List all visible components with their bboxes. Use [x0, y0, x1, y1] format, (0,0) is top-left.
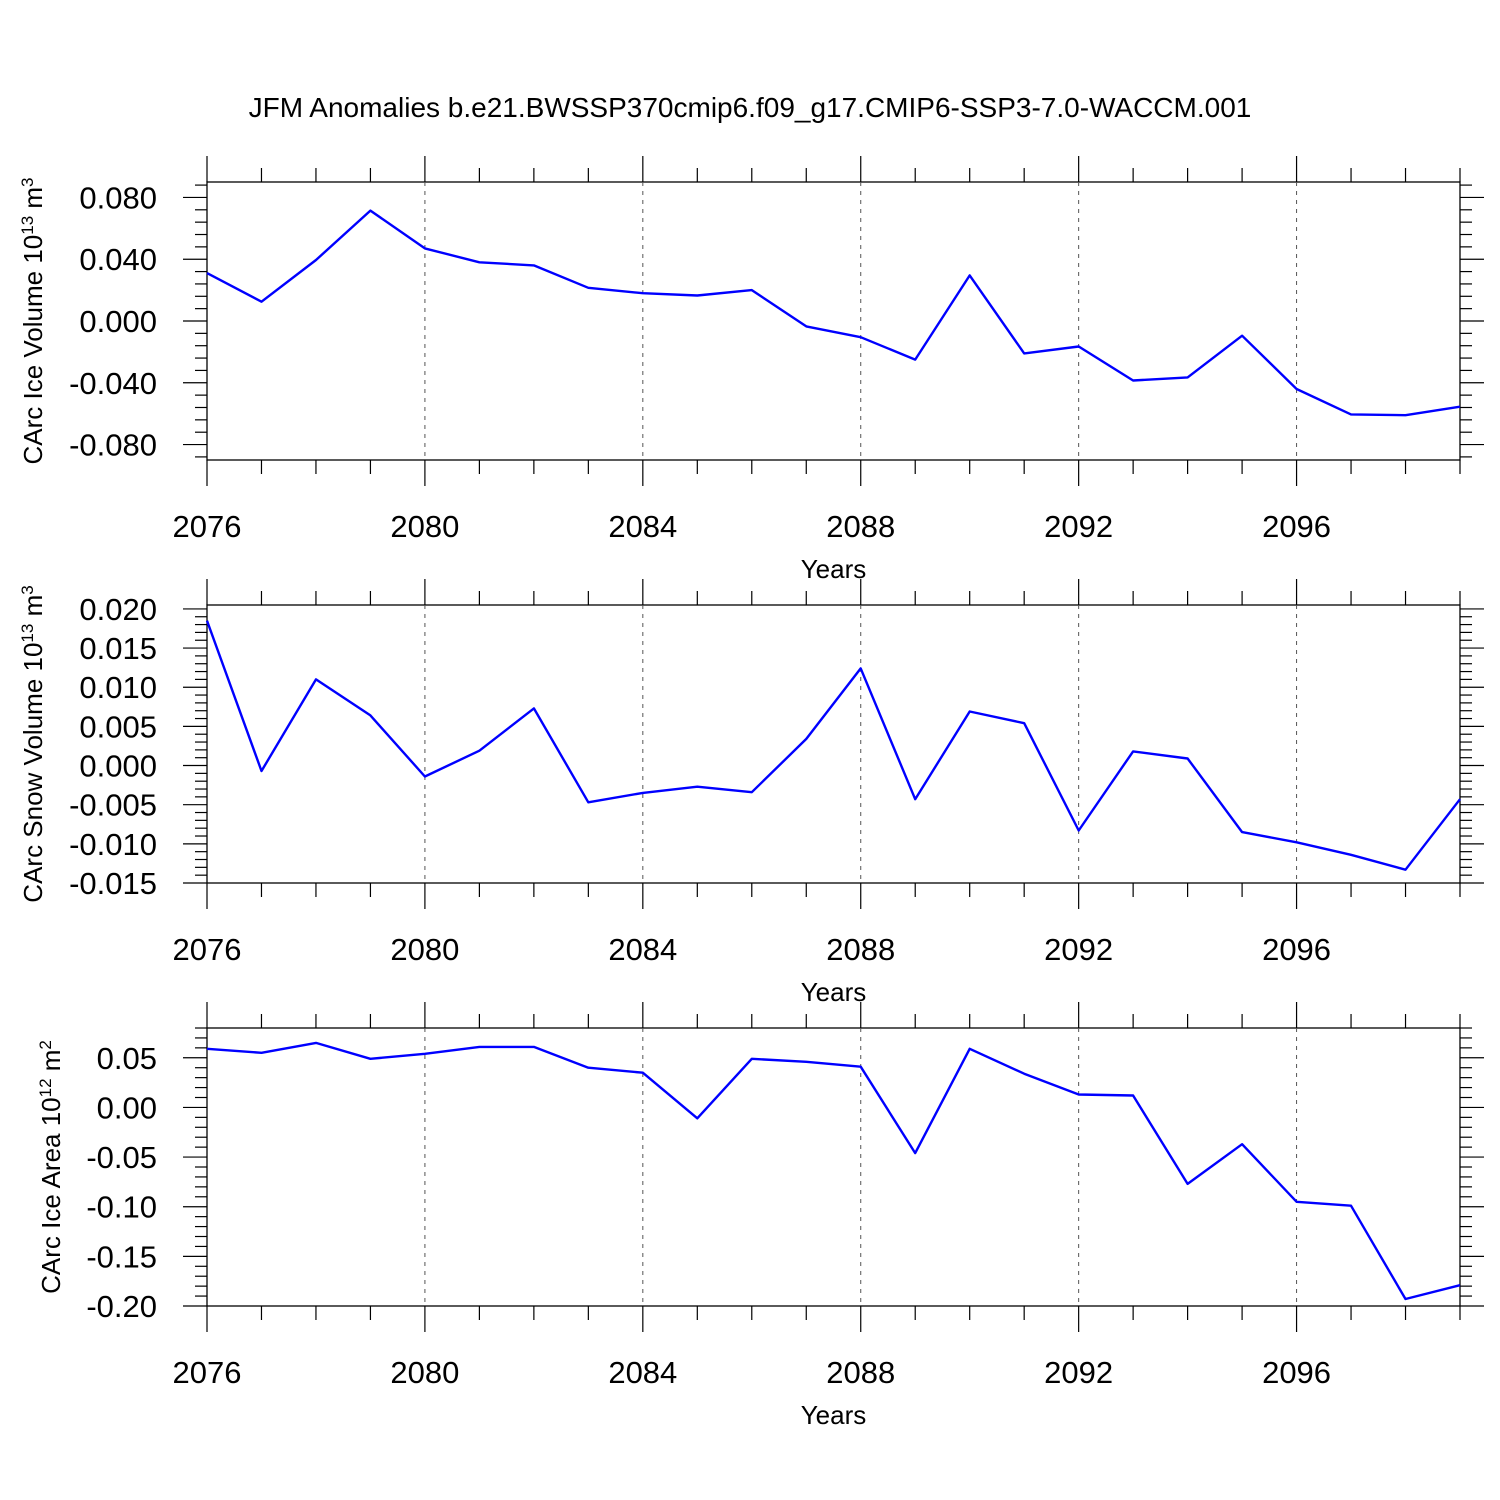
y-tick-label: 0.080	[79, 180, 157, 215]
x-tick-label: 2080	[390, 1355, 459, 1390]
plot-frame	[206, 181, 1461, 461]
series-line	[206, 209, 1461, 417]
y-tick-label: -0.040	[69, 366, 157, 401]
x-tick-label: 2092	[1044, 509, 1113, 544]
y-axis-title: CArc Snow Volume 1013 m3	[18, 585, 48, 902]
x-tick-label: 2080	[390, 509, 459, 544]
y-tick-label: -0.010	[69, 827, 157, 862]
y-tick-label: -0.015	[69, 866, 157, 901]
x-axis-title: Years	[801, 1400, 867, 1430]
y-axis-title: CArc Ice Area 1012 m2	[36, 1040, 66, 1294]
y-tick-label: -0.15	[86, 1239, 157, 1274]
x-tick-label: 2096	[1262, 932, 1331, 967]
x-tick-label: 2076	[173, 932, 242, 967]
panel-1: 2076 2080 2084 2088 2092 2096 0.080 0.040 0.000 -…	[18, 156, 1484, 584]
y-axis-title: CArc Ice Volume 1013 m3	[18, 177, 48, 464]
x-tick-label: 2084	[608, 509, 677, 544]
chart-title: JFM Anomalies b.e21.BWSSP370cmip6.f09_g1…	[248, 92, 1252, 123]
plot-frame	[206, 604, 1461, 884]
series-line	[206, 1041, 1461, 1301]
x-tick-label: 2092	[1044, 932, 1113, 967]
x-tick-label: 2096	[1262, 1355, 1331, 1390]
y-tick-label: 0.005	[79, 709, 157, 744]
x-tick-label: 2084	[608, 1355, 677, 1390]
panel-2: 2076 2080 2084 2088 2092 2096 0.020 0.015 0.010 0…	[18, 579, 1484, 1007]
plot-frame	[206, 1027, 1461, 1307]
y-tick-label: 0.000	[79, 304, 157, 339]
y-tick-label: 0.015	[79, 631, 157, 666]
x-tick-label: 2088	[826, 509, 895, 544]
y-tick-label: -0.05	[86, 1140, 157, 1175]
x-tick-label: 2076	[173, 509, 242, 544]
y-tick-label: -0.005	[69, 788, 157, 823]
y-tick-label: -0.20	[86, 1289, 157, 1324]
y-tick-label: 0.00	[97, 1090, 157, 1125]
x-tick-label: 2088	[826, 932, 895, 967]
x-tick-label: 2088	[826, 1355, 895, 1390]
y-tick-label: 0.010	[79, 670, 157, 705]
y-tick-label: 0.020	[79, 592, 157, 627]
y-tick-label: -0.10	[86, 1190, 157, 1225]
y-tick-label: -0.080	[69, 428, 157, 463]
series-line	[205, 620, 1461, 871]
x-axis-title: Years	[801, 977, 867, 1007]
x-tick-label: 2092	[1044, 1355, 1113, 1390]
y-tick-label: 0.040	[79, 242, 157, 277]
x-tick-label: 2076	[173, 1355, 242, 1390]
x-axis-title: Years	[801, 554, 867, 584]
y-tick-label: 0.05	[97, 1041, 157, 1076]
x-tick-label: 2096	[1262, 509, 1331, 544]
panel-3: 2076 2080 2084 2088 2092 2096 0.05 0.00 -0.05 -0.…	[36, 1002, 1484, 1430]
y-tick-label: 0.000	[79, 749, 157, 784]
x-tick-label: 2080	[390, 932, 459, 967]
x-tick-label: 2084	[608, 932, 677, 967]
